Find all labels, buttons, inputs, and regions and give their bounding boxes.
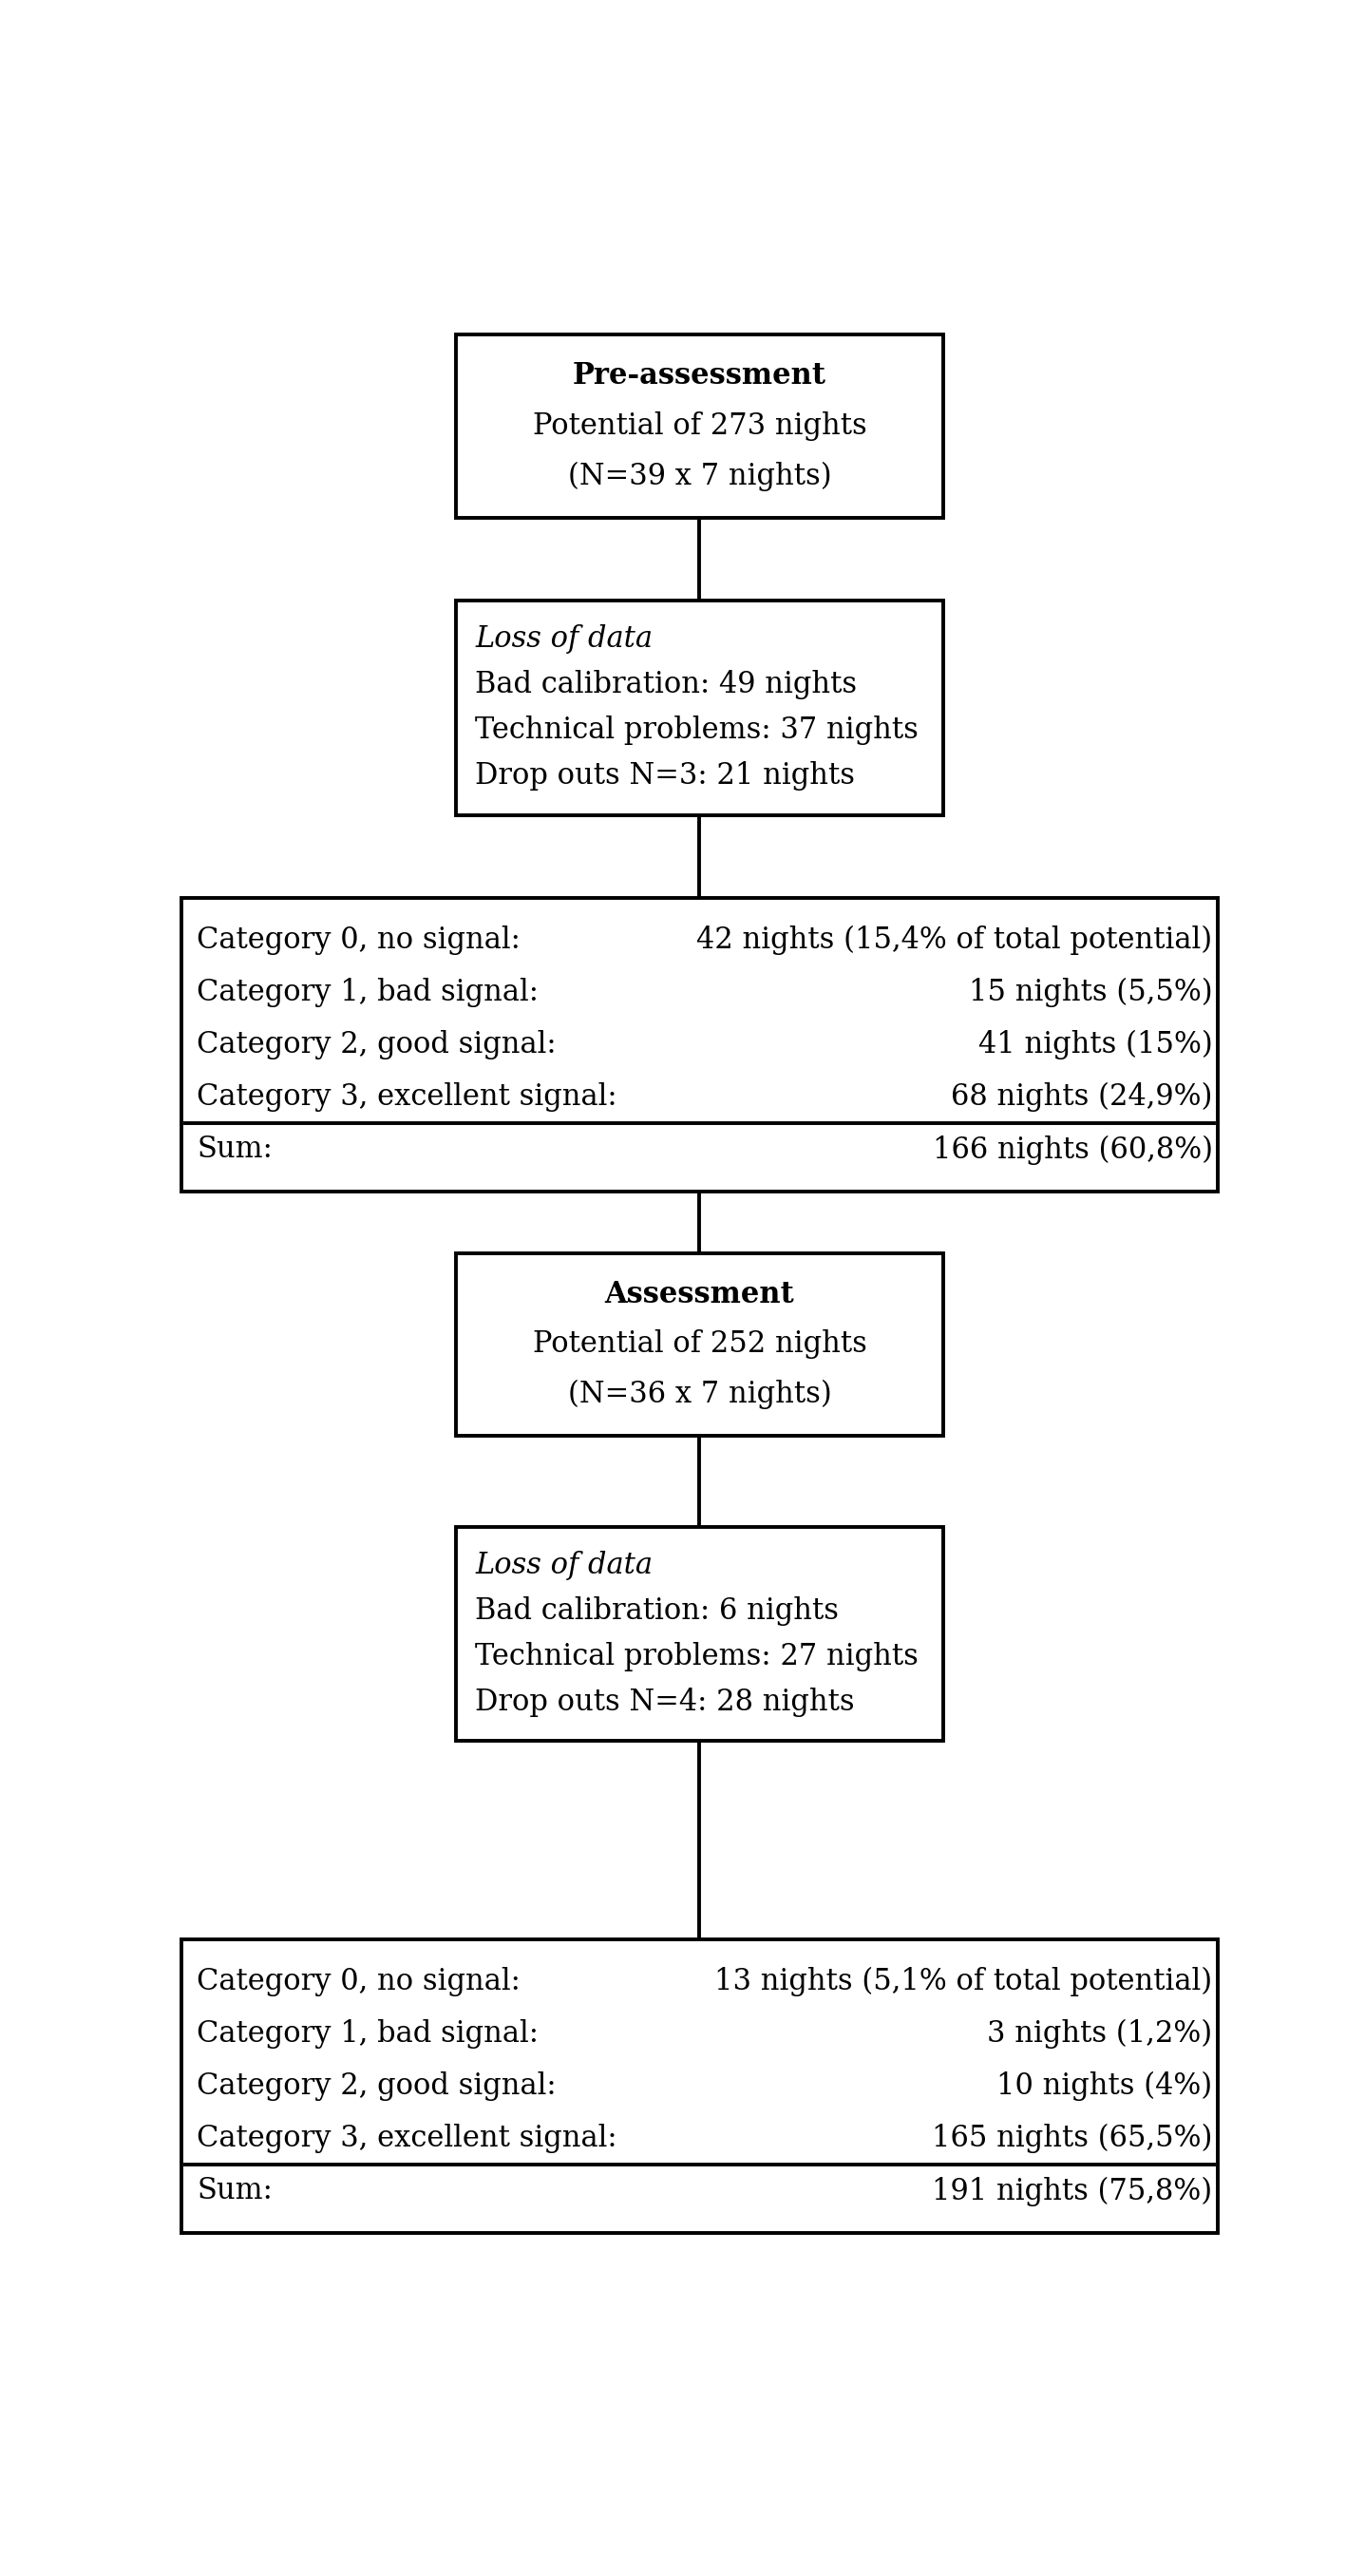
Text: 191 nights (75,8%): 191 nights (75,8%) bbox=[932, 2177, 1212, 2205]
Text: Category 3, excellent signal:: Category 3, excellent signal: bbox=[197, 2125, 617, 2154]
Text: (N=39 x 7 nights): (N=39 x 7 nights) bbox=[568, 461, 831, 492]
Text: 165 nights (65,5%): 165 nights (65,5%) bbox=[932, 2123, 1212, 2154]
Text: 166 nights (60,8%): 166 nights (60,8%) bbox=[932, 1136, 1212, 1164]
Text: Drop outs N=3: 21 nights: Drop outs N=3: 21 nights bbox=[475, 762, 856, 791]
Text: 41 nights (15%): 41 nights (15%) bbox=[979, 1030, 1212, 1059]
Text: Technical problems: 27 nights: Technical problems: 27 nights bbox=[475, 1641, 919, 1672]
Text: Category 3, excellent signal:: Category 3, excellent signal: bbox=[197, 1082, 617, 1113]
Text: Technical problems: 37 nights: Technical problems: 37 nights bbox=[475, 716, 919, 744]
Text: Sum:: Sum: bbox=[197, 2177, 273, 2205]
Text: Drop outs N=4: 28 nights: Drop outs N=4: 28 nights bbox=[475, 1687, 854, 1718]
Text: Potential of 273 nights: Potential of 273 nights bbox=[532, 412, 867, 440]
FancyBboxPatch shape bbox=[182, 899, 1218, 1193]
Text: Category 2, good signal:: Category 2, good signal: bbox=[197, 1030, 557, 1059]
FancyBboxPatch shape bbox=[182, 1940, 1218, 2233]
FancyBboxPatch shape bbox=[456, 335, 943, 518]
Text: Category 0, no signal:: Category 0, no signal: bbox=[197, 925, 521, 956]
Text: Category 0, no signal:: Category 0, no signal: bbox=[197, 1968, 521, 1996]
Text: 13 nights (5,1% of total potential): 13 nights (5,1% of total potential) bbox=[715, 1968, 1212, 1996]
Text: 42 nights (15,4% of total potential): 42 nights (15,4% of total potential) bbox=[696, 925, 1212, 956]
Text: 68 nights (24,9%): 68 nights (24,9%) bbox=[951, 1082, 1212, 1113]
Text: Category 1, bad signal:: Category 1, bad signal: bbox=[197, 979, 539, 1007]
Text: 10 nights (4%): 10 nights (4%) bbox=[996, 2071, 1212, 2102]
FancyBboxPatch shape bbox=[456, 1528, 943, 1741]
Text: Category 1, bad signal:: Category 1, bad signal: bbox=[197, 2020, 539, 2048]
Text: 15 nights (5,5%): 15 nights (5,5%) bbox=[969, 979, 1212, 1007]
Text: Bad calibration: 49 nights: Bad calibration: 49 nights bbox=[475, 670, 857, 701]
Text: Sum:: Sum: bbox=[197, 1136, 273, 1164]
Text: 3 nights (1,2%): 3 nights (1,2%) bbox=[987, 2020, 1212, 2048]
Text: Potential of 252 nights: Potential of 252 nights bbox=[532, 1329, 867, 1360]
Text: Loss of data: Loss of data bbox=[475, 623, 652, 654]
Text: Bad calibration: 6 nights: Bad calibration: 6 nights bbox=[475, 1597, 839, 1625]
FancyBboxPatch shape bbox=[456, 600, 943, 814]
FancyBboxPatch shape bbox=[456, 1255, 943, 1435]
Text: Loss of data: Loss of data bbox=[475, 1551, 652, 1582]
Text: Category 2, good signal:: Category 2, good signal: bbox=[197, 2071, 557, 2102]
Text: Assessment: Assessment bbox=[605, 1280, 794, 1309]
Text: Pre-assessment: Pre-assessment bbox=[573, 361, 826, 392]
Text: (N=36 x 7 nights): (N=36 x 7 nights) bbox=[568, 1381, 831, 1409]
